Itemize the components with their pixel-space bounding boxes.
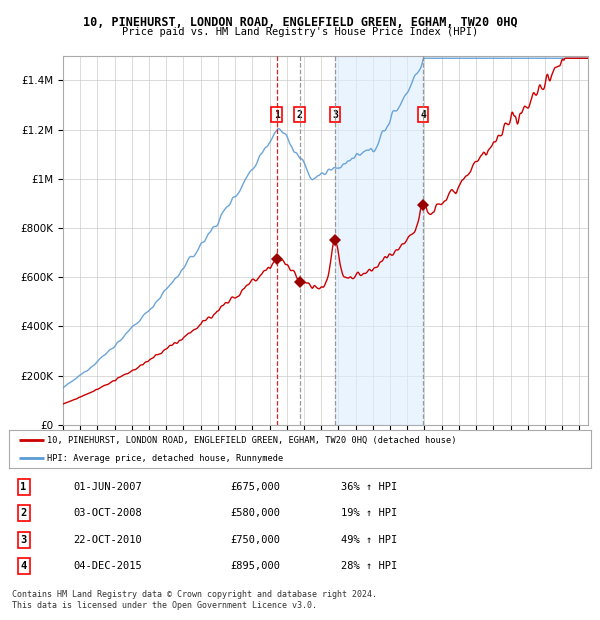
Text: 10, PINEHURST, LONDON ROAD, ENGLEFIELD GREEN, EGHAM, TW20 0HQ (detached house): 10, PINEHURST, LONDON ROAD, ENGLEFIELD G… [47,436,457,445]
Text: 3: 3 [20,534,26,544]
Text: £895,000: £895,000 [230,561,280,571]
Text: This data is licensed under the Open Government Licence v3.0.: This data is licensed under the Open Gov… [12,601,317,611]
Text: 01-JUN-2007: 01-JUN-2007 [73,482,142,492]
Text: 2: 2 [297,110,302,120]
Text: 19% ↑ HPI: 19% ↑ HPI [341,508,397,518]
Text: 04-DEC-2015: 04-DEC-2015 [73,561,142,571]
Text: 1: 1 [274,110,280,120]
Text: 10, PINEHURST, LONDON ROAD, ENGLEFIELD GREEN, EGHAM, TW20 0HQ: 10, PINEHURST, LONDON ROAD, ENGLEFIELD G… [83,16,517,29]
Bar [335,56,423,425]
Text: Contains HM Land Registry data © Crown copyright and database right 2024.: Contains HM Land Registry data © Crown c… [12,590,377,600]
Text: 22-OCT-2010: 22-OCT-2010 [73,534,142,544]
Text: £675,000: £675,000 [230,482,280,492]
Text: 4: 4 [420,110,426,120]
Text: 28% ↑ HPI: 28% ↑ HPI [341,561,397,571]
Text: £580,000: £580,000 [230,508,280,518]
Text: Price paid vs. HM Land Registry's House Price Index (HPI): Price paid vs. HM Land Registry's House … [122,27,478,37]
Text: 4: 4 [20,561,26,571]
Text: 3: 3 [332,110,338,120]
Text: 1: 1 [20,482,26,492]
Text: 36% ↑ HPI: 36% ↑ HPI [341,482,397,492]
Text: HPI: Average price, detached house, Runnymede: HPI: Average price, detached house, Runn… [47,454,283,463]
Text: 03-OCT-2008: 03-OCT-2008 [73,508,142,518]
Text: 49% ↑ HPI: 49% ↑ HPI [341,534,397,544]
Text: 2: 2 [20,508,26,518]
Text: £750,000: £750,000 [230,534,280,544]
